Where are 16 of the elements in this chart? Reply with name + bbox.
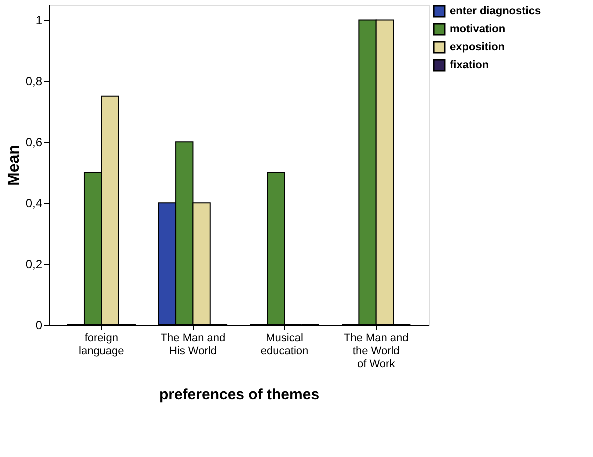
y-tick-label: 0,8 — [26, 74, 43, 89]
x-tick-label: The Man and His World — [160, 332, 226, 358]
y-tick-label: 0,4 — [26, 196, 43, 211]
y-tick-label: 0 — [36, 318, 43, 332]
legend-label: motivation — [450, 24, 506, 36]
y-axis-title: Mean — [6, 145, 23, 186]
y-tick-label: 0,6 — [26, 136, 43, 150]
x-axis-title: preferences of themes — [159, 386, 320, 404]
x-tick-label: foreign language — [79, 332, 124, 358]
x-tick-label: The Man and the World of Work — [344, 332, 409, 370]
legend-label: enter diagnostics — [450, 6, 542, 18]
legend-label: exposition — [450, 42, 506, 54]
legend-label: fixation — [450, 60, 490, 72]
y-tick-label: 0,2 — [26, 258, 43, 272]
x-tick-label: Musical education — [260, 332, 309, 358]
y-tick-label: 1 — [36, 14, 43, 28]
